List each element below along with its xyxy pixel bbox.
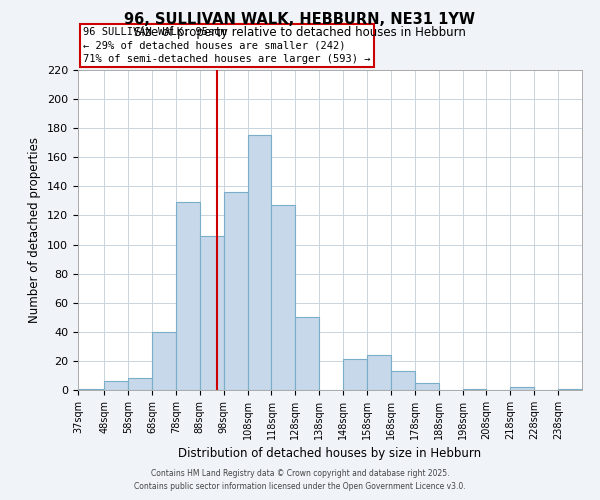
Bar [367, 355, 391, 390]
Bar [391, 371, 415, 390]
Bar [200, 236, 224, 390]
Text: Size of property relative to detached houses in Hebburn: Size of property relative to detached ho… [134, 26, 466, 39]
Bar [128, 378, 152, 390]
Y-axis label: Number of detached properties: Number of detached properties [28, 137, 41, 323]
Bar [224, 192, 248, 390]
Bar [104, 382, 128, 390]
Bar [295, 318, 319, 390]
Bar [343, 360, 367, 390]
Text: 96, SULLIVAN WALK, HEBBURN, NE31 1YW: 96, SULLIVAN WALK, HEBBURN, NE31 1YW [125, 12, 476, 28]
Bar [248, 136, 271, 390]
X-axis label: Distribution of detached houses by size in Hebburn: Distribution of detached houses by size … [178, 448, 482, 460]
Bar [271, 206, 295, 390]
Bar [463, 388, 487, 390]
Bar [511, 387, 534, 390]
Bar [152, 332, 176, 390]
Bar [558, 388, 582, 390]
Bar [176, 202, 200, 390]
Text: Contains HM Land Registry data © Crown copyright and database right 2025.
Contai: Contains HM Land Registry data © Crown c… [134, 470, 466, 491]
Bar [415, 382, 439, 390]
Bar [78, 388, 104, 390]
Text: 96 SULLIVAN WALK: 95sqm
← 29% of detached houses are smaller (242)
71% of semi-d: 96 SULLIVAN WALK: 95sqm ← 29% of detache… [83, 27, 371, 64]
